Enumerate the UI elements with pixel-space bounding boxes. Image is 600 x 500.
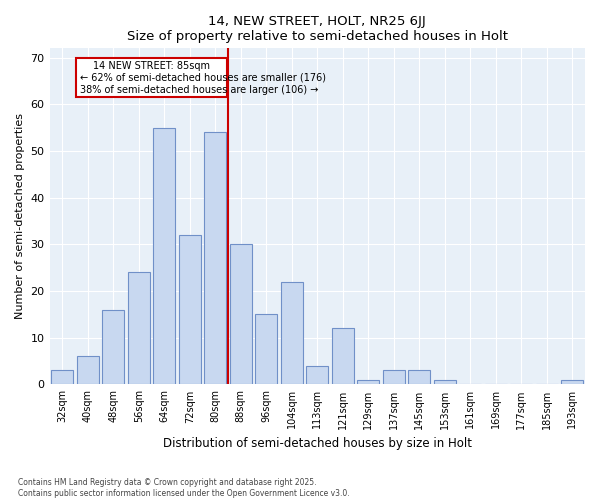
Bar	[179, 235, 200, 384]
Bar	[358, 380, 379, 384]
Y-axis label: Number of semi-detached properties: Number of semi-detached properties	[15, 114, 25, 320]
Bar	[205, 132, 226, 384]
FancyBboxPatch shape	[76, 58, 227, 98]
Text: 14 NEW STREET: 85sqm: 14 NEW STREET: 85sqm	[93, 62, 210, 72]
Text: 38% of semi-detached houses are larger (106) →: 38% of semi-detached houses are larger (…	[80, 84, 319, 94]
Bar	[77, 356, 98, 384]
Bar	[409, 370, 430, 384]
Bar	[52, 370, 73, 384]
Bar	[103, 310, 124, 384]
Bar	[307, 366, 328, 384]
Bar	[256, 314, 277, 384]
X-axis label: Distribution of semi-detached houses by size in Holt: Distribution of semi-detached houses by …	[163, 437, 472, 450]
Bar	[332, 328, 353, 384]
Bar	[128, 272, 149, 384]
Bar	[383, 370, 404, 384]
Bar	[154, 128, 175, 384]
Text: Contains HM Land Registry data © Crown copyright and database right 2025.
Contai: Contains HM Land Registry data © Crown c…	[18, 478, 350, 498]
Text: ← 62% of semi-detached houses are smaller (176): ← 62% of semi-detached houses are smalle…	[80, 72, 326, 83]
Bar	[562, 380, 583, 384]
Bar	[230, 244, 251, 384]
Bar	[281, 282, 302, 385]
Title: 14, NEW STREET, HOLT, NR25 6JJ
Size of property relative to semi-detached houses: 14, NEW STREET, HOLT, NR25 6JJ Size of p…	[127, 15, 508, 43]
Bar	[434, 380, 455, 384]
